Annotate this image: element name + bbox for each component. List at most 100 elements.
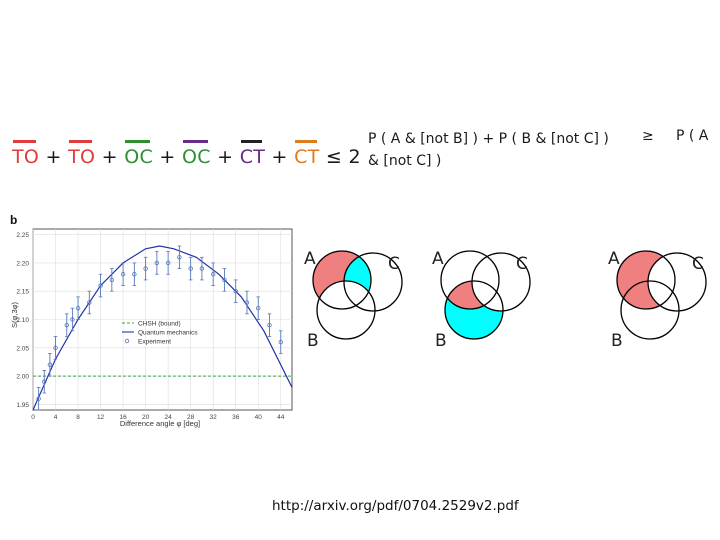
venn1-circle-a [312,250,372,310]
x-tick-label: 24 [165,414,173,421]
plot-legend: CHSH (bound) Quantum mechanics Experiment [122,321,198,346]
y-tick-labels: 1.95 2.00 2.05 2.10 2.15 2.20 2.25 [16,232,29,409]
venn1-label-b: B [307,331,319,350]
x-tick-label: 28 [187,414,195,421]
y-tick-label: 2.00 [16,374,29,381]
experiment-point [233,289,238,294]
probability-expression: P ( A & [not B] ) + P ( B & [not C] ) & … [368,128,638,172]
term-4: OC [182,140,211,168]
term-6: CT [294,140,319,168]
venn1-circle-c [343,252,403,312]
experiment-point [188,266,193,271]
venn3-region-c-mask [648,253,706,311]
term-1-bar [13,140,37,143]
venn3-label-c: C [692,254,704,274]
legend-label: CHSH (bound) [138,321,181,328]
y-tick-label: 2.15 [16,289,29,296]
venn3-circle-b [620,280,680,340]
experiment-point [256,305,261,311]
x-tick-label: 0 [31,414,35,421]
x-tick-label: 12 [97,414,105,421]
venn2-label-c: C [516,254,528,274]
venn2-circle-b [444,280,504,340]
source-url[interactable]: http://arxiv.org/pdf/0704.2529v2.pdf [272,498,519,514]
experiment-point [98,283,103,288]
venn1-label-a: A [304,249,316,269]
experiment-point [177,255,182,260]
experiment-point [53,345,58,350]
legend-label: Experiment [138,339,171,346]
x-tick-label: 20 [142,414,150,421]
experiment-point [64,322,69,328]
venn2-circle-c [471,252,531,312]
probability-line-2: & [not C] ) [368,153,442,169]
experiment-point [42,379,47,384]
venn1-region-b-mask [317,281,375,339]
venn1-label-c: C [388,254,400,274]
experiment-point [87,300,92,305]
x-tick-label: 32 [210,414,218,421]
venn1-circle-b [316,280,376,340]
venn2-circle-a [440,250,500,310]
experiment-point [120,272,126,277]
term-1: TO [12,140,39,168]
plot-background [0,207,300,429]
experiment-point [210,272,216,277]
experiment-point [36,396,41,401]
experiment-point [154,260,160,266]
y-axis-label: S(φ,3φ) [10,302,19,328]
term-5-bar [240,140,263,143]
x-tick-label: 8 [76,414,80,421]
experiment-point [143,266,148,271]
plus-5: + [271,146,288,168]
venn3-label-b: B [611,331,623,350]
term-2-bar [69,140,93,143]
experiment-point [222,277,227,283]
panel-label: b [10,213,17,227]
rhs-probability: P ( A [676,128,709,144]
venn-diagram-1: A C B [304,249,403,350]
term-2: TO [68,140,95,168]
y-tick-label: 1.95 [16,402,29,409]
experiment-point [47,362,53,367]
experiment-point [278,339,283,345]
experiment-point [199,266,205,271]
term-3-bar [125,140,151,143]
experiment-point [132,272,137,277]
venn2-label-b: B [435,331,447,350]
plus-2: + [101,146,118,168]
y-tick-label: 2.25 [16,232,29,239]
x-tick-label: 16 [119,414,127,421]
experiment-point [109,277,115,283]
legend-marker [124,338,130,344]
legend-label: Quantum mechanics [138,330,198,337]
plus-4: + [217,146,234,168]
geq-sign: ≥ [642,128,654,144]
x-axis-label: Difference angle φ [deg] [120,419,200,428]
venn3-label-a: A [608,249,620,269]
plus-1: + [45,146,62,168]
bell-inequality: TO + TO + OC + OC + CT + CT ≤ 2 [12,140,361,168]
x-tick-label: 36 [232,414,240,421]
x-tick-label: 40 [255,414,263,421]
venn2-label-a: A [432,249,444,269]
experiment-point [165,260,171,266]
experiment-point [75,305,81,311]
experiment-point [70,317,75,322]
term-6-bar [295,140,317,143]
experiment-point [244,300,250,305]
y-tick-label: 2.05 [16,345,29,352]
inequality-rhs: ≤ 2 [325,146,361,168]
x-tick-label: 44 [277,414,285,421]
y-tick-label: 2.10 [16,317,29,324]
venn3-circle-c [647,252,707,312]
venn-diagram-3: A C B [608,249,707,350]
plus-3: + [159,146,176,168]
probability-line-1: P ( A & [not B] ) + P ( B & [not C] ) [368,131,609,147]
term-4-bar [182,140,208,143]
experiment-point [267,322,272,328]
plot-series [32,245,293,411]
term-5: CT [240,140,265,168]
x-tick-label: 4 [54,414,58,421]
y-tick-label: 2.20 [16,260,29,267]
